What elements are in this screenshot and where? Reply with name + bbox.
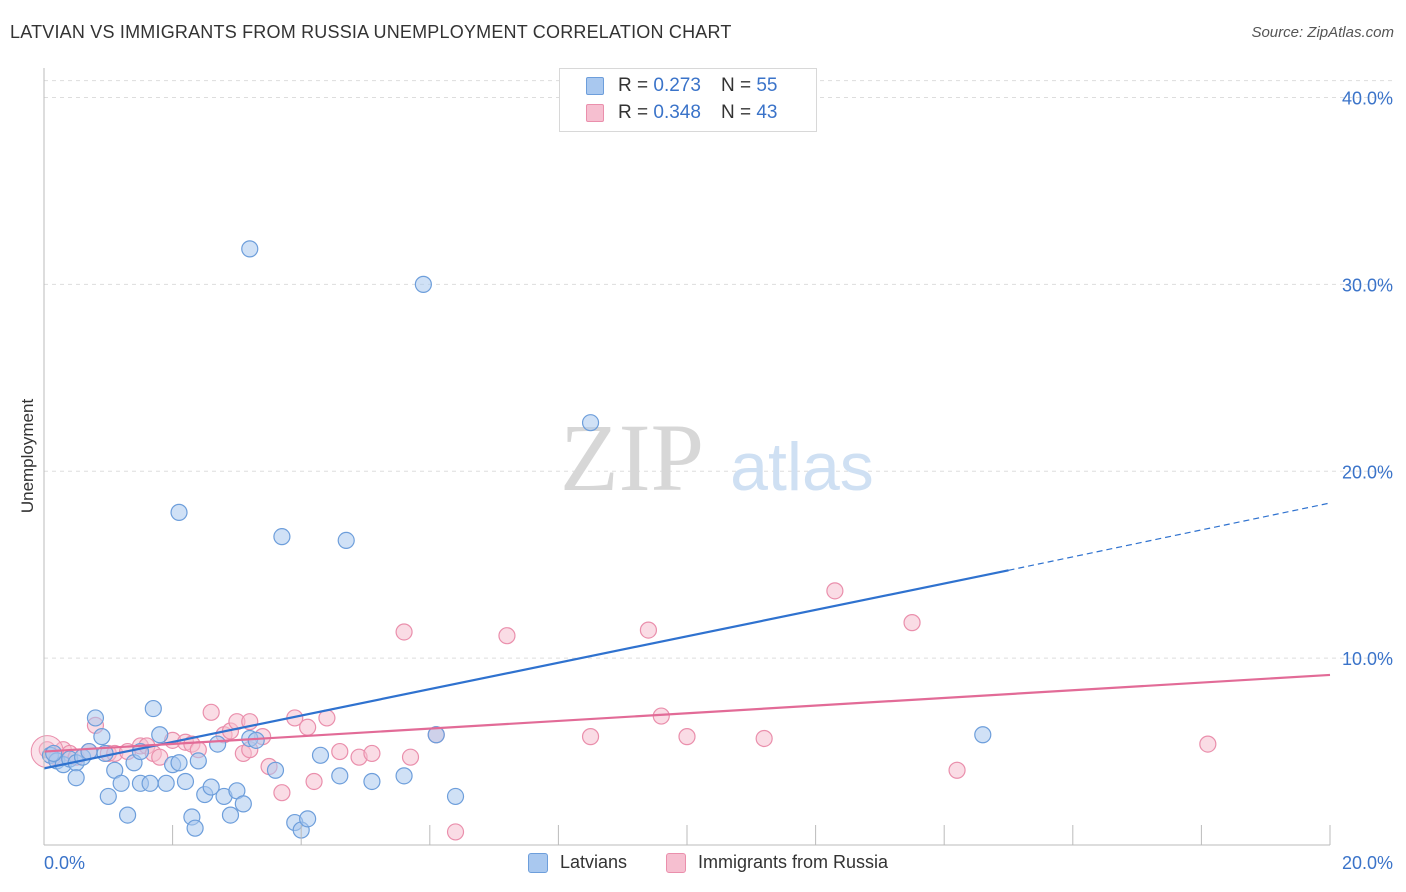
latvians-point (189, 752, 207, 770)
legend-label-latvians: Latvians (560, 852, 628, 872)
immigrants-point (446, 823, 465, 841)
latvians-point (209, 735, 227, 753)
latvians-point (221, 806, 240, 824)
legend-r-value: 0.273 (653, 75, 701, 96)
latvians-point (93, 728, 111, 746)
legend-n-label: N = (720, 75, 752, 96)
immigrants-point (678, 728, 696, 746)
latvians-point (144, 699, 162, 718)
latvians-point (273, 528, 291, 546)
latvians-point (395, 767, 413, 785)
immigrants-point (395, 623, 413, 641)
immigrants-point (331, 742, 349, 761)
latvians-point (363, 772, 381, 791)
latvians-point (337, 531, 355, 549)
chart-title: LATVIAN VS IMMIGRANTS FROM RUSSIA UNEMPL… (10, 22, 732, 42)
legend-r-label: R = (618, 75, 649, 96)
latvians-trend-extension (1008, 502, 1331, 571)
immigrants-point (639, 621, 658, 639)
series-latvians-points (41, 240, 992, 839)
immigrants-point (299, 718, 317, 736)
latvians-point (266, 761, 285, 779)
watermark-zip: ZIP (560, 404, 704, 511)
latvians-point (581, 414, 600, 432)
immigrants-point (948, 761, 966, 779)
legend-r-value: 0.348 (653, 102, 701, 123)
watermark: ZIP atlas (560, 404, 874, 511)
source-label: Source: ZipAtlas.com (1251, 24, 1394, 41)
latvians-point (176, 772, 195, 791)
latvians-point (86, 709, 105, 727)
legend-row-latvians: R = 0.273 N = 55 (586, 74, 777, 98)
axes (43, 68, 1331, 846)
latvians-point (299, 810, 317, 828)
latvians-point (99, 787, 117, 806)
immigrants-point (826, 582, 844, 600)
series-legend: Latvians Immigrants from Russia (0, 852, 1406, 878)
legend-row-immigrants: R = 0.348 N = 43 (586, 101, 777, 125)
latvians-point (414, 275, 432, 293)
legend-swatch-immigrants (586, 104, 604, 122)
immigrants-point (903, 614, 921, 632)
latvians-point (170, 503, 188, 521)
trend-lines (43, 502, 1331, 770)
legend-swatch-latvians (528, 852, 548, 873)
y-tick-label: 30.0% (1342, 275, 1393, 295)
legend-n-label: N = (720, 102, 752, 123)
correlation-legend: R = 0.273 N = 55 R = 0.348 N = 43 (559, 68, 817, 132)
latvians-point (427, 726, 445, 744)
latvians-point (67, 769, 85, 787)
legend-swatch-latvians (586, 77, 604, 95)
y-tick-label: 20.0% (1342, 462, 1393, 482)
legend-item-immigrants-from-russia[interactable]: Immigrants from Russia (666, 852, 888, 873)
legend-item-latvians[interactable]: Latvians (528, 852, 627, 873)
y-tick-label: 40.0% (1342, 89, 1393, 109)
legend-swatch-immigrants (666, 852, 686, 873)
immigrants-point (401, 748, 420, 766)
watermark-atlas: atlas (730, 429, 874, 505)
latvians-point (311, 746, 330, 764)
y-tick-label: 10.0% (1342, 649, 1393, 669)
latvians-point (118, 806, 137, 824)
immigrants-point (363, 744, 381, 763)
latvians-point (974, 726, 992, 744)
latvians-point (45, 744, 63, 763)
latvians-point (141, 774, 159, 792)
immigrants-point (202, 703, 220, 721)
latvians-point (202, 778, 220, 796)
latvians-point (241, 240, 259, 258)
immigrants-point (273, 784, 291, 802)
tick-labels: 10.0% 20.0% 30.0% 40.0% 0.0% 20.0% (44, 89, 1393, 874)
x-tick-label: 20.0% (1342, 853, 1393, 873)
latvians-point (157, 774, 175, 792)
latvians-point (112, 774, 130, 792)
immigrants-point (498, 627, 516, 645)
grid-lines (44, 80, 1392, 659)
immigrants-point (1199, 735, 1217, 753)
legend-n-value: 55 (756, 75, 778, 96)
immigrants-point (305, 772, 323, 791)
latvians-point (234, 795, 252, 813)
immigrants-point (581, 728, 600, 746)
latvians-point (151, 726, 169, 744)
legend-r-label: R = (618, 102, 649, 123)
latvians-point (170, 754, 188, 772)
latvians-point (446, 787, 465, 806)
x-tick-label: 0.0% (44, 853, 85, 873)
legend-n-value: 43 (756, 102, 778, 123)
immigrants-point (755, 729, 773, 748)
latvians-point (331, 767, 349, 785)
latvians-point (186, 819, 204, 837)
immigrants-point (151, 748, 169, 766)
immigrants-trend-line (43, 673, 1331, 753)
latvians-trend-line (43, 569, 1009, 770)
legend-label-immigrants: Immigrants from Russia (698, 852, 889, 872)
